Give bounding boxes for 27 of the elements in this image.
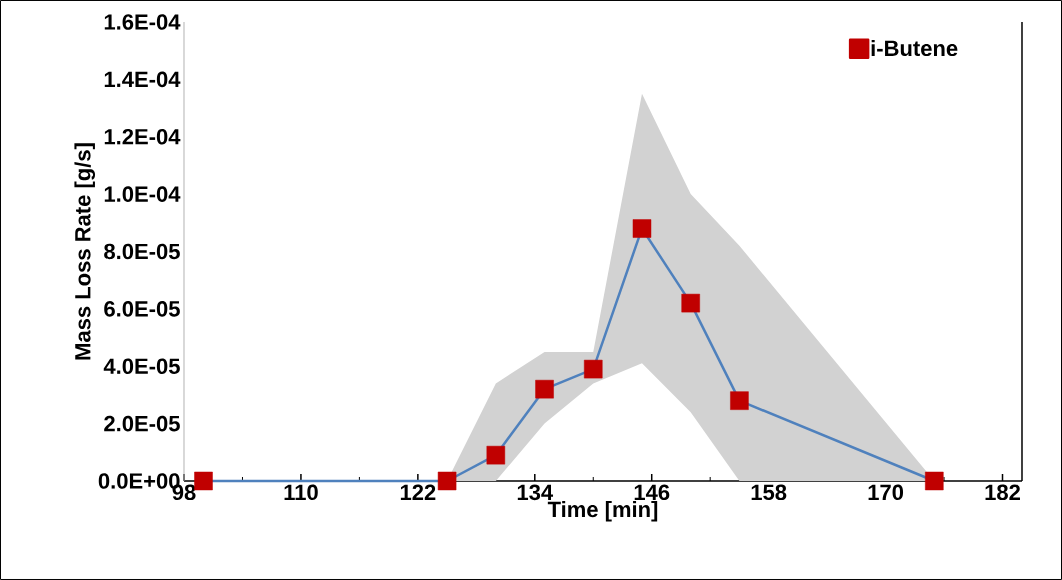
point: [437, 471, 457, 491]
point: [535, 379, 554, 399]
x-tick-label: 182: [985, 484, 1020, 501]
legend-label: i-Butene: [871, 39, 958, 57]
point: [925, 471, 944, 491]
y-tick-label: 1.2E-04: [104, 128, 181, 145]
x-tick-label: 122: [400, 484, 436, 500]
point: [730, 391, 749, 410]
y-tick-label: 1.4E-04: [104, 71, 181, 88]
point: [486, 445, 506, 465]
point: [681, 293, 700, 313]
y-tick-label: 1.0E-04: [104, 186, 181, 202]
point: [194, 471, 213, 491]
x-tick-label: 110: [284, 484, 318, 501]
point: [584, 359, 603, 379]
x-tick-label: 134: [517, 484, 554, 501]
x-tick-label: 146: [634, 484, 670, 501]
y-tick-label: 2.0E-05: [104, 415, 180, 432]
x-tick-label: 170: [868, 484, 904, 501]
x-axis-title: Time [min]: [547, 500, 658, 522]
point: [632, 219, 652, 238]
y-tick-label: 1.6E-04: [104, 14, 181, 30]
y-tick-label: 4.0E-05: [103, 358, 180, 375]
y-tick-label: 8.0E-05: [104, 243, 180, 260]
y-tick-label: 6.0E-05: [104, 301, 180, 317]
y-axis-title: Mass Loss Rate [g/s]: [74, 143, 96, 360]
x-tick-label: 158: [751, 484, 787, 501]
